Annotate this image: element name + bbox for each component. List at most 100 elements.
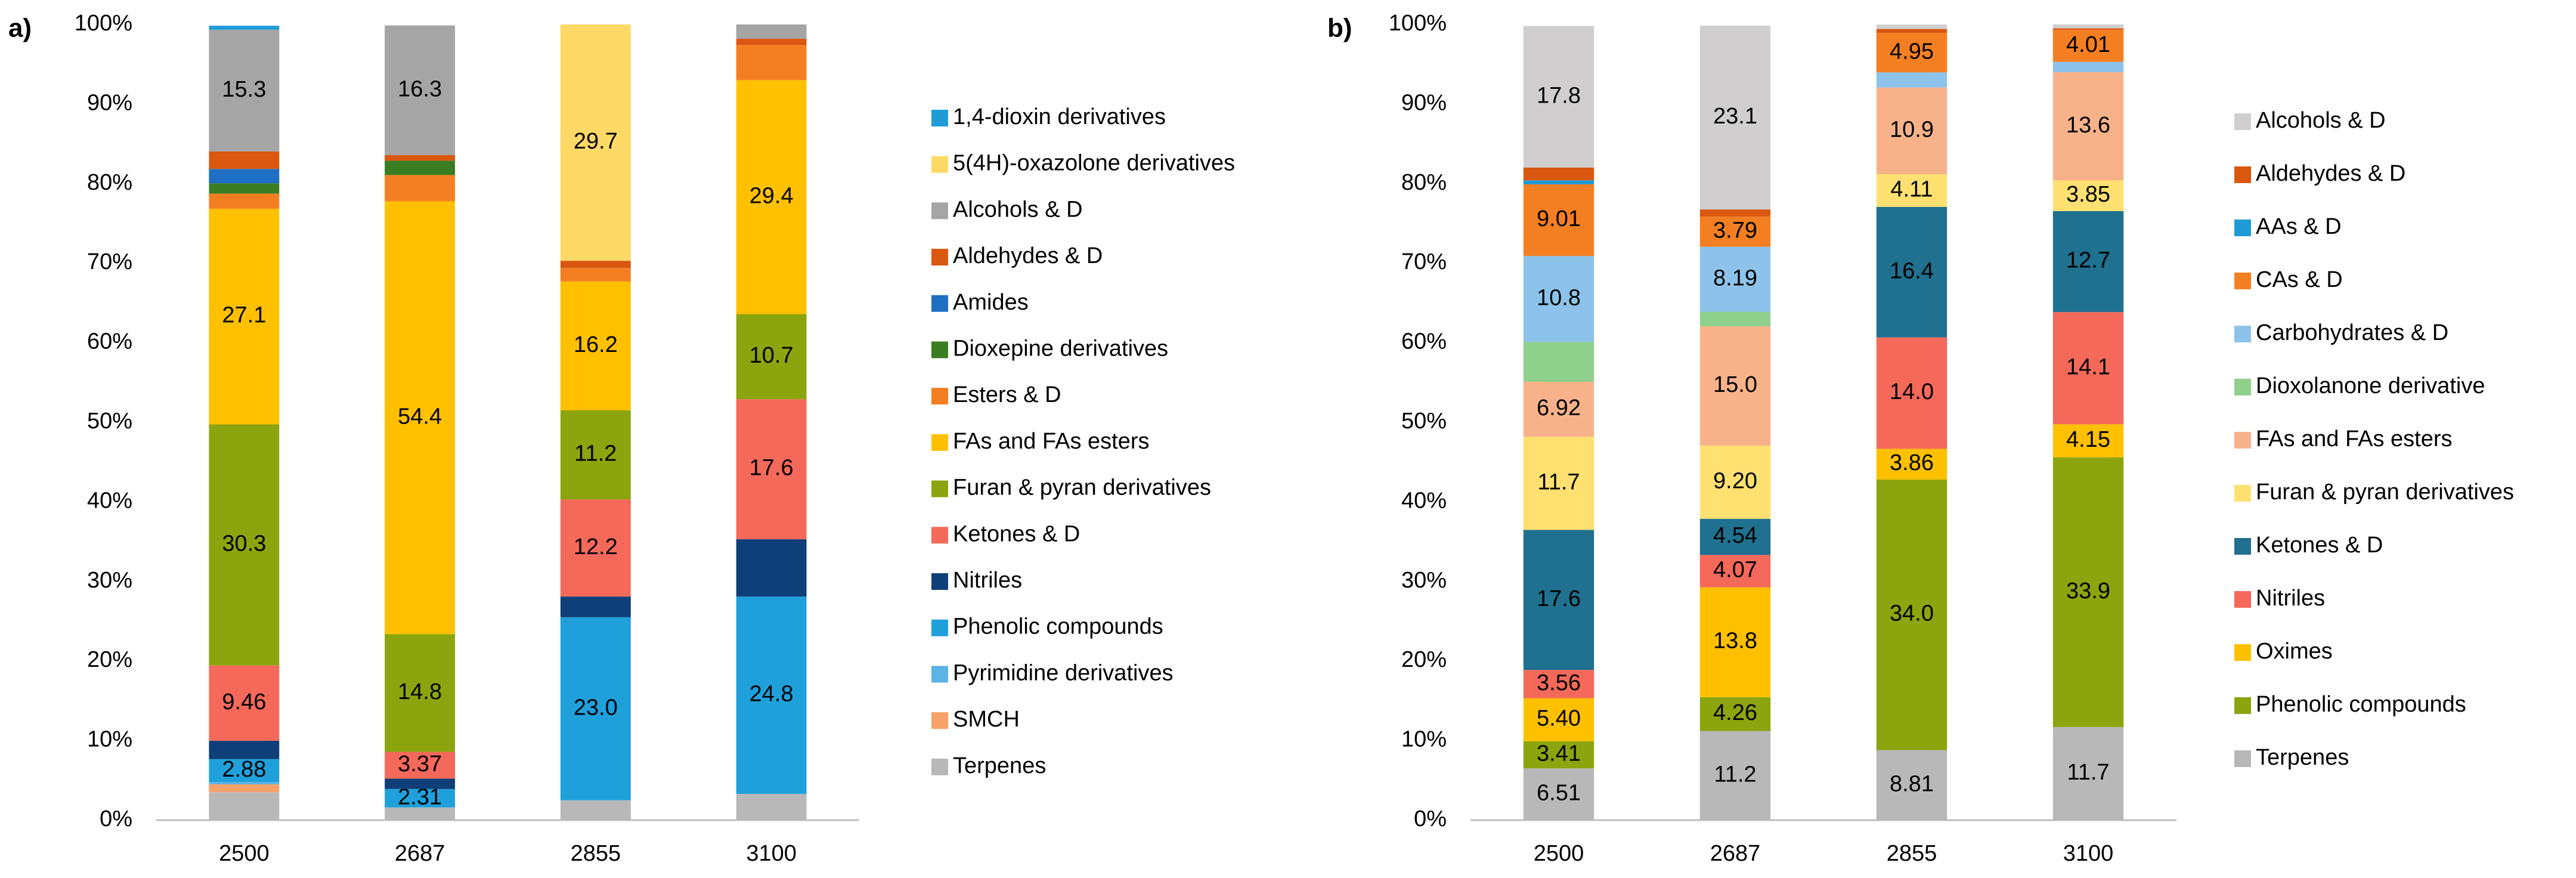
bar-segment — [2052, 312, 2124, 425]
bar-segment — [736, 39, 807, 45]
y-tick-label: 70% — [87, 249, 132, 274]
data-label: 9.01 — [1537, 206, 1581, 231]
legend-swatch — [2234, 644, 2251, 661]
data-label: 10.8 — [1537, 285, 1581, 310]
data-label: 12.7 — [2066, 248, 2110, 273]
y-tick-label: 90% — [1401, 90, 1447, 115]
data-label: 29.4 — [750, 184, 794, 209]
bar-segment — [1699, 246, 1771, 312]
bar-segment — [1876, 174, 1948, 207]
bar-segment — [209, 424, 280, 666]
bar-segment — [1699, 26, 1771, 210]
y-tick-label: 20% — [87, 647, 132, 672]
data-label: 17.6 — [1537, 586, 1581, 611]
data-label: 23.1 — [1713, 104, 1757, 129]
bar-segment — [1523, 670, 1594, 698]
data-label: 24.8 — [750, 682, 794, 707]
legend-swatch — [931, 110, 948, 126]
data-label: 10.9 — [1890, 117, 1934, 142]
data-label: 3.86 — [1890, 450, 1934, 475]
legend-swatch — [2234, 113, 2251, 130]
bar-segment — [736, 399, 807, 540]
bar-segment — [209, 26, 280, 30]
data-label: 10.7 — [750, 343, 794, 368]
legend-label: FAs and FAs esters — [2256, 426, 2452, 452]
data-label: 30.3 — [222, 531, 266, 557]
y-tick-label: 80% — [1401, 170, 1447, 195]
panel-label: b) — [1327, 14, 1352, 43]
legend-label: Phenolic compounds — [953, 614, 1163, 639]
bar-segment — [1699, 587, 1771, 697]
y-tick-label: 20% — [1401, 647, 1447, 672]
bar-segment — [209, 29, 280, 152]
legend-label: Esters & D — [953, 382, 1061, 407]
data-label: 13.8 — [1713, 629, 1757, 654]
bar-segment — [2052, 61, 2124, 73]
bar-segment — [209, 665, 280, 741]
data-label: 6.92 — [1537, 395, 1581, 421]
bar-segment — [1876, 479, 1948, 750]
legend-swatch — [2234, 166, 2251, 183]
data-label: 14.8 — [398, 679, 442, 704]
data-label: 34.0 — [1890, 601, 1934, 626]
bar-segment — [1699, 446, 1771, 519]
bar-segment — [560, 596, 631, 617]
legend-label: FAs and FAs esters — [953, 429, 1149, 454]
bar-segment — [560, 261, 631, 268]
legend-swatch — [931, 295, 948, 312]
legend-swatch — [931, 341, 948, 358]
panel-label: a) — [8, 14, 32, 43]
bar-segment — [1523, 256, 1594, 342]
bar-segment — [1876, 337, 1948, 449]
y-tick-label: 0% — [1414, 806, 1447, 831]
bar-segment — [385, 155, 456, 161]
x-tick-label: 2500 — [219, 841, 270, 866]
data-label: 5.40 — [1537, 706, 1581, 731]
legend-swatch — [931, 480, 948, 497]
bar-segment — [1876, 33, 1948, 73]
bar-segment — [385, 175, 456, 202]
legend-label: Aldehydes & D — [2256, 161, 2405, 186]
data-label: 16.4 — [1890, 258, 1934, 283]
data-label: 16.2 — [574, 332, 618, 357]
bar-segment — [385, 752, 456, 779]
data-label: 8.19 — [1713, 265, 1757, 290]
data-label: 11.7 — [2067, 760, 2109, 785]
bar-segment — [1523, 768, 1594, 820]
x-tick-label: 3100 — [2063, 841, 2114, 866]
legend-swatch — [2234, 485, 2251, 502]
data-label: 3.37 — [398, 752, 442, 777]
legend-label: Ketones & D — [2256, 533, 2383, 558]
data-label: 23.0 — [574, 695, 618, 720]
data-label: 4.54 — [1713, 523, 1757, 548]
bar-segment — [1523, 184, 1594, 256]
bar-segment — [2052, 30, 2124, 62]
data-label: 8.81 — [1890, 771, 1934, 796]
x-tick-label: 2855 — [571, 841, 621, 866]
bar-segment — [209, 792, 280, 820]
legend-swatch — [2234, 432, 2251, 449]
legend-label: 1,4-dioxin derivatives — [953, 104, 1166, 129]
bar-segment — [209, 784, 280, 793]
bar-segment — [2052, 211, 2124, 313]
legend-label: Nitriles — [953, 568, 1022, 593]
bar-segment — [1699, 217, 1771, 247]
data-label: 16.3 — [398, 76, 442, 101]
x-tick-label: 2500 — [1534, 841, 1584, 866]
data-label: 17.8 — [1537, 83, 1581, 108]
bar-segment — [2052, 424, 2124, 457]
bar-segment — [1876, 24, 1948, 29]
bar-segment — [560, 800, 631, 820]
bar-segment — [736, 539, 807, 597]
bar-segment — [209, 151, 280, 169]
bar-segment — [385, 634, 456, 752]
legend-label: CAs & D — [2256, 267, 2343, 292]
legend-label: Furan & pyran derivatives — [2256, 480, 2514, 505]
data-label: 17.6 — [750, 456, 794, 481]
bar-segment — [385, 778, 456, 789]
legend-swatch — [931, 202, 948, 219]
y-tick-label: 100% — [1389, 11, 1447, 36]
legend-label: SMCH — [953, 707, 1020, 732]
bar-segment — [736, 596, 807, 794]
